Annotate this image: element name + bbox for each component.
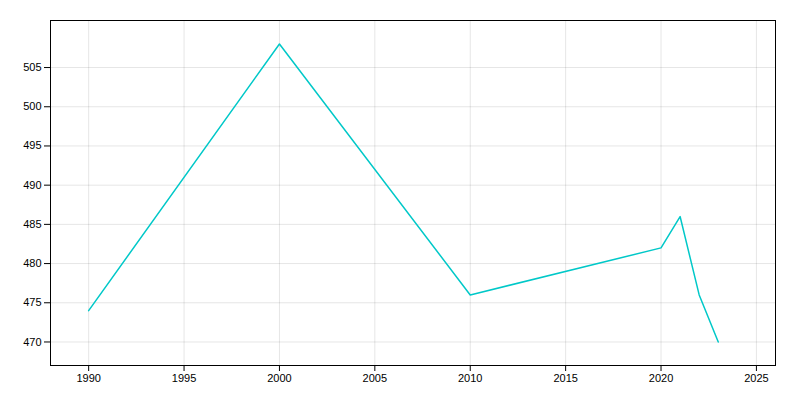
svg-text:500: 500 — [23, 100, 41, 112]
svg-text:1995: 1995 — [172, 372, 196, 384]
svg-text:495: 495 — [23, 139, 41, 151]
svg-text:475: 475 — [23, 296, 41, 308]
svg-text:1990: 1990 — [76, 372, 100, 384]
svg-text:2010: 2010 — [458, 372, 482, 384]
svg-text:505: 505 — [23, 61, 41, 73]
svg-text:2015: 2015 — [553, 372, 577, 384]
svg-text:480: 480 — [23, 257, 41, 269]
svg-text:485: 485 — [23, 218, 41, 230]
svg-text:2000: 2000 — [267, 372, 291, 384]
svg-text:2005: 2005 — [363, 372, 387, 384]
svg-text:470: 470 — [23, 335, 41, 347]
svg-text:490: 490 — [23, 179, 41, 191]
svg-text:2020: 2020 — [649, 372, 673, 384]
svg-text:2025: 2025 — [744, 372, 768, 384]
